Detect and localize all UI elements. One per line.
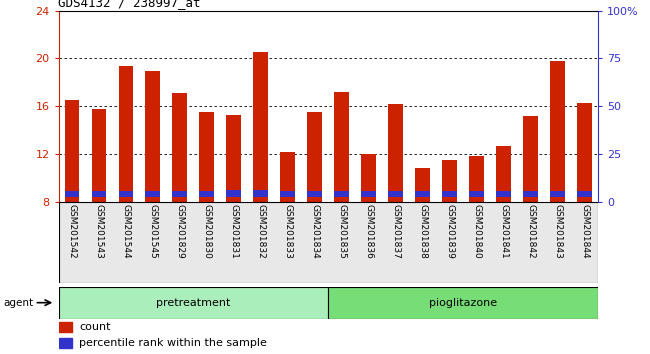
Bar — [442, 191, 457, 197]
Text: GSM201840: GSM201840 — [472, 204, 481, 259]
Bar — [200, 191, 214, 197]
Text: GSM201829: GSM201829 — [176, 204, 185, 259]
Bar — [200, 112, 214, 202]
Text: GSM201843: GSM201843 — [553, 204, 562, 259]
Bar — [496, 191, 511, 197]
Text: GSM201838: GSM201838 — [418, 204, 427, 259]
Text: GSM201836: GSM201836 — [364, 204, 373, 259]
Bar — [469, 191, 484, 197]
Text: GSM201841: GSM201841 — [499, 204, 508, 259]
Bar — [496, 145, 511, 202]
Bar — [442, 160, 457, 202]
Bar — [92, 109, 107, 202]
Text: GSM201839: GSM201839 — [445, 204, 454, 259]
Text: GSM201832: GSM201832 — [256, 204, 265, 259]
Text: count: count — [79, 322, 110, 332]
Bar — [361, 154, 376, 202]
Text: GSM201842: GSM201842 — [526, 204, 535, 259]
Bar — [254, 52, 268, 202]
Text: GSM201544: GSM201544 — [122, 204, 131, 259]
Bar — [328, 287, 598, 319]
Bar — [577, 103, 592, 202]
Bar — [388, 104, 403, 202]
Text: GSM201837: GSM201837 — [391, 204, 400, 259]
Text: GSM201835: GSM201835 — [337, 204, 346, 259]
Bar — [146, 71, 161, 202]
Bar — [307, 112, 322, 202]
Text: pretreatment: pretreatment — [156, 298, 231, 308]
Bar — [64, 100, 79, 202]
Bar — [415, 169, 430, 202]
Bar — [523, 191, 538, 197]
Bar — [118, 191, 133, 197]
Text: GSM201542: GSM201542 — [68, 204, 77, 259]
Bar — [550, 61, 565, 202]
Bar — [92, 191, 107, 197]
Text: GDS4132 / 238997_at: GDS4132 / 238997_at — [58, 0, 201, 10]
Bar — [307, 191, 322, 197]
Text: percentile rank within the sample: percentile rank within the sample — [79, 338, 267, 348]
Text: GSM201831: GSM201831 — [229, 204, 239, 259]
Bar — [388, 191, 403, 197]
Text: pioglitazone: pioglitazone — [429, 298, 497, 308]
Text: GSM201844: GSM201844 — [580, 204, 589, 259]
Text: GSM201545: GSM201545 — [148, 204, 157, 259]
Bar — [146, 191, 161, 197]
Bar — [118, 65, 133, 202]
Bar — [280, 191, 295, 197]
Bar — [172, 191, 187, 197]
Bar — [226, 115, 241, 202]
Text: GSM201543: GSM201543 — [94, 204, 103, 259]
Bar — [172, 93, 187, 202]
Bar — [415, 191, 430, 197]
Text: GSM201833: GSM201833 — [283, 204, 292, 259]
Bar — [334, 191, 349, 197]
Bar — [334, 92, 349, 202]
Bar — [58, 338, 72, 348]
Bar — [254, 190, 268, 197]
Bar — [280, 152, 295, 202]
Bar — [64, 191, 79, 197]
Text: GSM201834: GSM201834 — [310, 204, 319, 259]
Bar — [469, 156, 484, 202]
Bar — [577, 191, 592, 197]
Text: GSM201830: GSM201830 — [202, 204, 211, 259]
Text: agent: agent — [3, 298, 33, 308]
Bar — [361, 191, 376, 197]
Bar — [58, 322, 72, 332]
Bar — [58, 287, 328, 319]
Bar — [523, 116, 538, 202]
Bar — [226, 190, 241, 197]
Bar — [550, 191, 565, 197]
